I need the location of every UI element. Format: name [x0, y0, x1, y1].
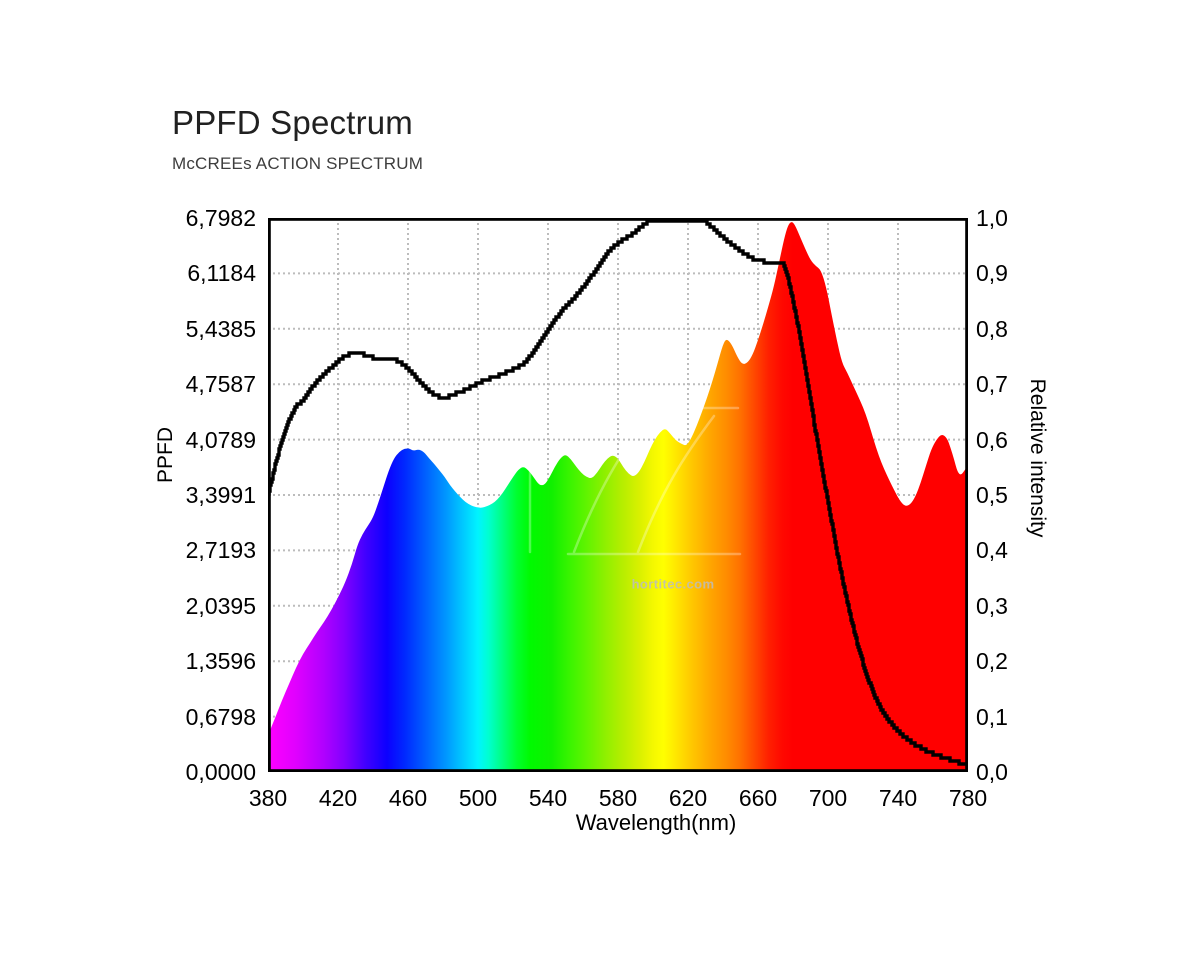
- y-axis-left-tick-label: 3,3991: [185, 482, 256, 508]
- y-axis-left-tick-label: 2,0395: [185, 592, 256, 619]
- watermark-text: hortitec.com: [631, 576, 715, 592]
- y-axis-left-tick-label: 4,7587: [185, 371, 256, 398]
- y-axis-right-title: Relative intensity: [1026, 378, 1049, 538]
- y-axis-right-tick-label: 0,5: [976, 482, 1008, 508]
- x-axis-tick-label: 740: [878, 785, 918, 811]
- y-axis-right-tick-label: 0,3: [976, 592, 1008, 619]
- x-axis-tick-label: 460: [388, 785, 428, 811]
- y-axis-left-tick-label: 5,4385: [185, 315, 256, 342]
- y-axis-right-tick-label: 0,7: [976, 371, 1008, 398]
- y-axis-right-tick-label: 0,9: [976, 260, 1008, 287]
- y-axis-left-tick-label: 1,3596: [185, 648, 256, 675]
- y-axis-left-tick-label: 2,7193: [185, 537, 256, 564]
- y-axis-left-tick-label: 0,0000: [185, 759, 256, 785]
- y-axis-right-tick-label: 0,1: [976, 703, 1008, 730]
- x-axis-tick-label: 660: [738, 785, 778, 811]
- plot-canvas: [268, 218, 968, 772]
- y-axis-right-tick-label: 0,2: [976, 648, 1008, 675]
- x-axis-title: Wavelength(nm): [575, 810, 737, 835]
- y-axis-right-tick-label: 1,0: [976, 205, 1008, 231]
- chart-title: PPFD Spectrum: [172, 104, 413, 141]
- x-axis-tick-label: 380: [248, 785, 288, 811]
- y-axis-left-tick-label: 6,1184: [187, 260, 256, 287]
- x-axis-tick-label: 700: [808, 785, 848, 811]
- y-axis-left-tick-label: 6,7982: [185, 205, 256, 231]
- y-axis-right-tick-label: 0,0: [976, 759, 1008, 785]
- x-axis-tick-label: 540: [528, 785, 568, 811]
- x-axis-tick-label: 780: [948, 785, 988, 811]
- x-axis-tick-label: 620: [668, 785, 708, 811]
- y-axis-right-tick-label: 0,8: [976, 315, 1008, 342]
- chart-subtitle: McCREEs ACTION SPECTRUM: [172, 154, 424, 173]
- y-axis-right-tick-label: 0,4: [976, 537, 1008, 564]
- y-axis-left-tick-label: 0,6798: [185, 703, 256, 730]
- x-axis-tick-label: 420: [318, 785, 358, 811]
- x-axis-tick-label: 580: [598, 785, 638, 811]
- y-axis-right-tick-label: 0,6: [976, 426, 1008, 453]
- x-axis-tick-label: 500: [458, 785, 498, 811]
- y-axis-left-tick-label: 4,0789: [185, 426, 256, 453]
